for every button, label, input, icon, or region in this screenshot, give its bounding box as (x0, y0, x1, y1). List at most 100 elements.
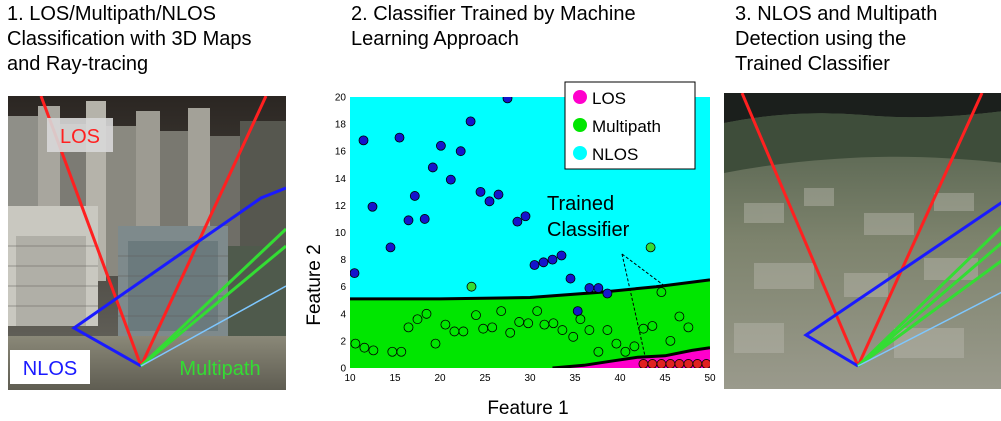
data-point-multipath (440, 319, 451, 330)
data-point-multipath (396, 346, 407, 357)
x-tick-label: 30 (524, 373, 536, 384)
multipath-ray (857, 291, 1001, 367)
y-tick-label: 14 (335, 174, 347, 185)
los-ray (740, 93, 860, 367)
data-point-nlos (512, 216, 523, 227)
multipath-label: Multipath (179, 358, 260, 380)
panel1-caption-line: Classification with 3D Maps (7, 28, 252, 50)
classifier-scatter-chart: 10 15 20 25 30 35 40 45 50 0 2 4 6 8 10 12 14 16 18 20 Feat… (304, 81, 716, 419)
x-tick-label: 10 (344, 373, 356, 384)
panel2-caption: 2. Classifier Trained by Machine Learnin… (351, 2, 721, 52)
y-tick-label: 18 (335, 120, 347, 131)
axis-labels: Feature 1 Feature 2 (304, 244, 569, 419)
legend-nlos-marker (573, 146, 587, 160)
data-point-multipath (496, 306, 507, 316)
legend-nlos-label: NLOS (592, 145, 638, 164)
y-tick-label: 10 (335, 228, 347, 239)
data-point-nlos (547, 254, 558, 265)
panel1-scene: LOS NLOS Multipath (8, 96, 286, 390)
multipath-ray (139, 227, 286, 368)
los-ray (856, 93, 984, 367)
data-point-multipath (471, 310, 481, 321)
data-point-los (701, 359, 710, 368)
x-axis-label: Feature 1 (487, 398, 568, 419)
data-point-multipath (532, 306, 543, 316)
data-point-nlos (427, 162, 438, 173)
data-point-nlos (484, 196, 495, 207)
data-point-nlos (435, 140, 446, 151)
data-point-multipath (647, 321, 658, 331)
upper-decision-boundary (350, 278, 710, 301)
nlos-label-bg (10, 350, 90, 384)
data-point-nlos (403, 215, 414, 226)
legend-los-label: LOS (592, 89, 626, 108)
panel3-aerial-image (724, 93, 1001, 389)
data-point-multipath (584, 325, 595, 335)
data-point-multipath (412, 314, 423, 325)
data-point-multipath (602, 325, 613, 335)
data-point-nlos (520, 211, 531, 222)
panel3-caption-line: Detection using the (735, 28, 907, 50)
data-point-nlos (584, 283, 595, 293)
y-tick-label: 20 (335, 93, 347, 104)
data-point-nlos (394, 132, 405, 143)
panel2-caption-line: Learning Approach (351, 28, 519, 50)
multipath-ray (140, 285, 286, 367)
data-point-nlos (538, 257, 549, 268)
data-point-nlos (602, 288, 613, 299)
x-tick-label: 20 (434, 373, 446, 384)
data-point-nlos (445, 174, 456, 185)
x-tick-label: 25 (479, 373, 491, 384)
y-tick-label: 4 (340, 309, 346, 320)
data-point-los (674, 359, 685, 368)
data-point-nlos (367, 201, 378, 212)
panel1-caption-line: 1. LOS/Multipath/NLOS (7, 3, 216, 25)
legend-multipath-label: Multipath (592, 117, 661, 136)
data-point-nlos (475, 186, 486, 197)
rays (39, 96, 286, 368)
panel1-caption-line: and Ray-tracing (7, 53, 149, 75)
data-point-nlos (465, 116, 476, 127)
data-point-multipath (611, 338, 622, 349)
y-tick-label: 8 (340, 255, 346, 266)
axis-ticks: 10 15 20 25 30 35 40 45 50 0 2 4 6 8 10 12 14 16 18 20 (335, 93, 716, 385)
nlos-ray (803, 201, 1001, 368)
data-point-multipath (487, 322, 498, 333)
x-tick-label: 15 (389, 373, 401, 384)
annotation-line: Trained (547, 193, 614, 215)
annotation-line: Classifier (547, 219, 630, 241)
data-point-nlos (529, 260, 540, 270)
annotation-pointer (621, 253, 667, 288)
data-point-nlos (409, 191, 420, 201)
data-point-misclassified (645, 242, 656, 253)
data-point-nlos (493, 189, 504, 200)
data-point-nlos (565, 273, 576, 284)
data-point-multipath (368, 345, 379, 356)
x-tick-label: 40 (614, 373, 626, 384)
data-point-multipath (665, 335, 676, 346)
data-point-los (656, 359, 667, 368)
data-point-misclassified (466, 281, 477, 292)
rays (740, 93, 1001, 368)
data-point-multipath (683, 322, 694, 333)
data-point-nlos (419, 214, 430, 224)
data-point-multipath (421, 308, 432, 319)
data-point-multipath (568, 331, 579, 342)
panel3-scene (724, 93, 1001, 389)
data-point-multipath (350, 338, 361, 349)
data-point-nlos (593, 283, 604, 293)
data-point-multipath (557, 325, 568, 335)
y-axis-label: Feature 2 (304, 244, 325, 325)
data-point-nlos (350, 268, 360, 279)
panel1-caption: 1. LOS/Multipath/NLOS Classification wit… (7, 2, 307, 77)
data-point-multipath (620, 346, 631, 357)
x-tick-label: 50 (704, 373, 716, 384)
data-point-multipath (593, 346, 604, 357)
data-point-multipath (674, 311, 685, 322)
x-tick-label: 35 (569, 373, 581, 384)
data-point-multipath (548, 318, 559, 329)
legend-los-marker (573, 90, 587, 104)
lower-decision-boundary (552, 346, 710, 368)
data-point-multipath (458, 326, 469, 337)
legend-multipath-marker (573, 118, 587, 132)
